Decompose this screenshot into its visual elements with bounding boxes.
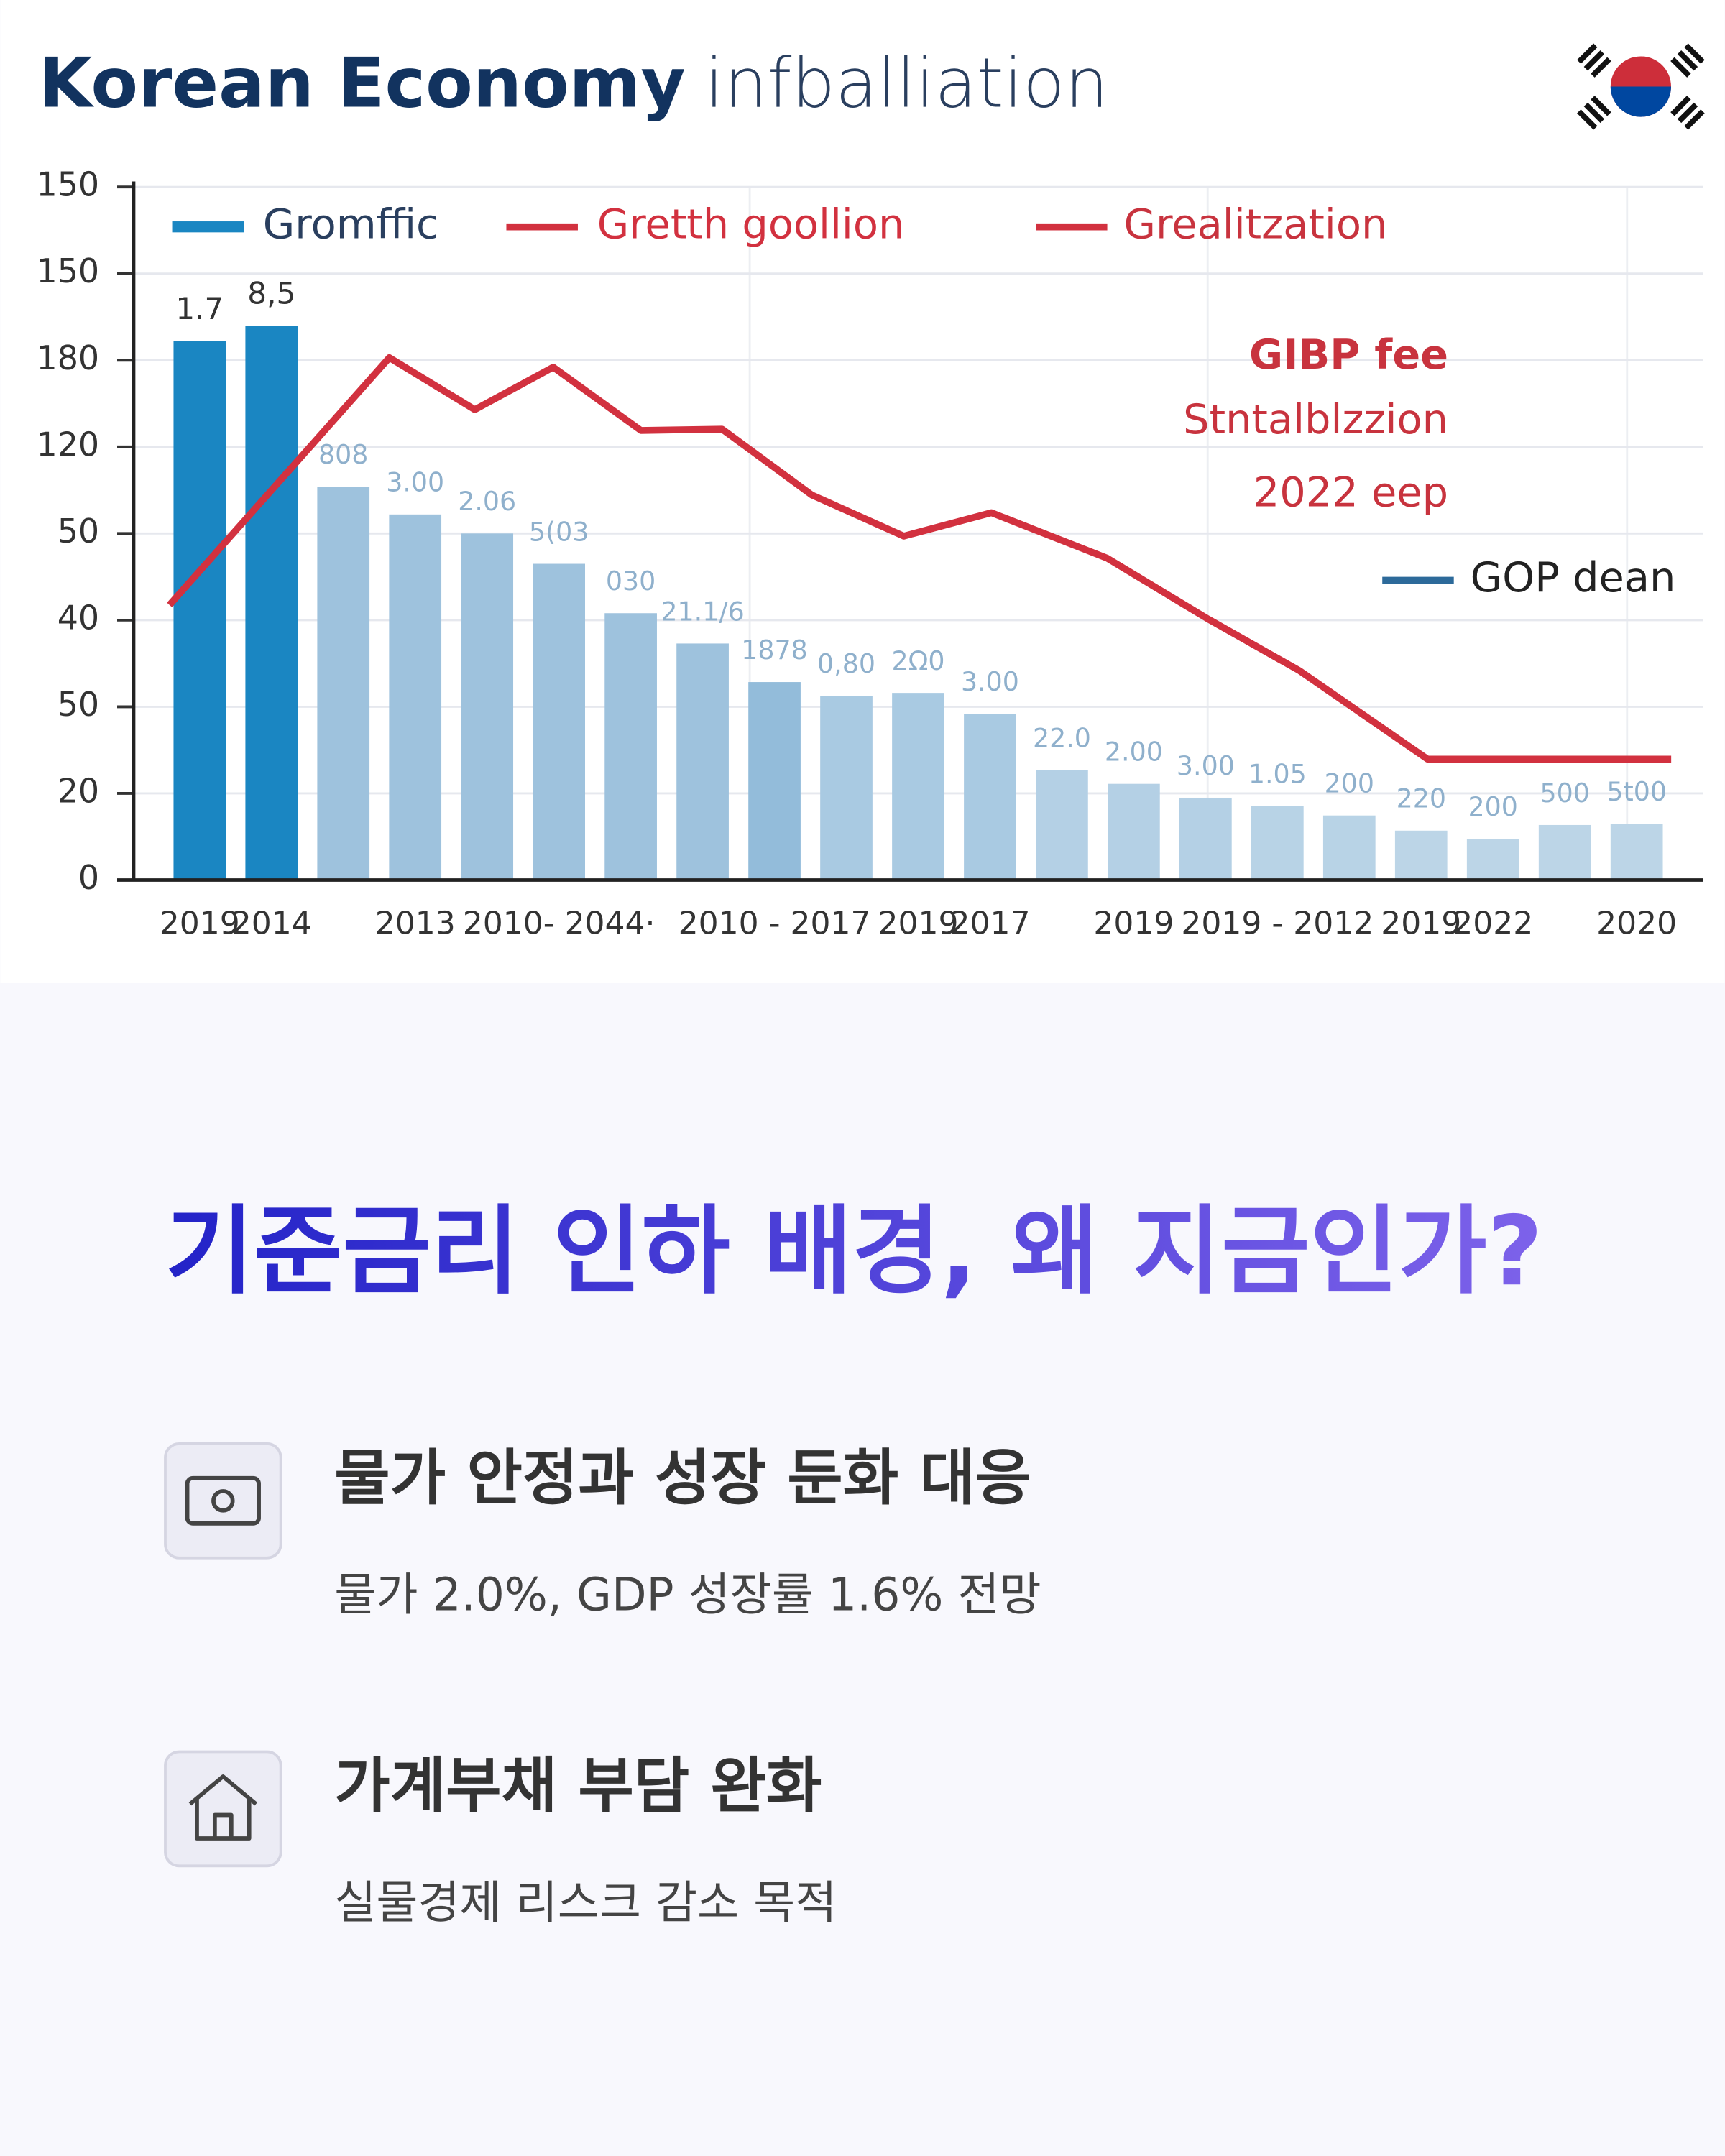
x-tick-label: 2014 [231,906,312,942]
legend-label: Gretth goollion [597,200,905,248]
legend-label: Gromffic [263,200,439,248]
bar [173,341,226,880]
bar [604,613,657,880]
house-icon [164,1750,282,1868]
y-tick-label: 0 [78,858,99,897]
bar-label: 5t00 [1606,776,1667,807]
title-main: Korean Economy [39,43,686,124]
bar [1322,815,1376,880]
bar-label: 0,80 [817,648,875,679]
bar-label: 22.0 [1033,722,1091,753]
bar-label: 3.00 [1177,750,1235,781]
bar [533,563,585,880]
content-background [0,982,1725,2156]
bar [820,696,873,880]
bar [676,643,729,880]
bar [1610,824,1663,880]
y-tick-label: 20 [58,771,99,810]
title-suffix: infballiation [705,43,1109,124]
bar [1108,783,1160,880]
x-tick-label: 2019 [1093,906,1174,942]
section-heading: 기준금리 인하 배경, 왜 지금인가? [165,1195,1543,1307]
x-tick-label: 2019 [160,906,240,942]
bar-label: 5(03 [529,516,589,547]
bar-label: 2.06 [458,486,516,517]
bar [317,487,370,880]
annotation: GIBP fee [1249,331,1448,379]
legend-label: GOP dean [1471,553,1676,602]
bar-label: 8,5 [247,275,295,310]
item-text: 실물경제 리스크 감소 목적 [334,1876,837,1929]
bar-label: 2.00 [1105,737,1163,768]
y-tick-label: 120 [37,425,100,464]
bar [964,714,1016,880]
bar [1466,839,1519,880]
item-title: 물가 안정과 성장 둔화 대응 [334,1442,1031,1513]
bar [1538,824,1591,880]
bar [1251,806,1304,880]
x-tick-label: 2010 - 2017 [678,906,871,942]
bar-label: 1878 [741,635,808,665]
bar-label: 3.00 [961,666,1019,697]
legend-swatch [172,221,244,233]
bar-label: 1.05 [1248,758,1307,789]
bar [1394,830,1448,880]
bar-label: 220 [1397,783,1446,814]
bar-label: 1.7 [175,291,224,326]
item-title: 가계부채 부담 완화 [334,1751,822,1821]
x-tick-label: 2020 [1596,906,1677,942]
chart: 0 20 50 40 50 120 180 150 150 1.7 8,5 808 3.00 2.06 5(… [37,165,1703,942]
x-tick-label: 2010- 2044· [463,906,656,942]
bar-label: 200 [1325,768,1374,799]
bar [892,693,944,880]
bar [245,326,298,880]
y-tick-label: 50 [58,512,99,550]
annotation: Stntalblzzion [1183,395,1448,443]
item-text: 물가 2.0%, GDP 성장률 1.6% 전망 [334,1567,1041,1621]
bar-label: 808 [318,439,368,470]
annotation: 2022 eep [1254,468,1448,516]
x-tick-label: 2019 - 2012 [1181,906,1374,942]
bar [461,533,514,880]
x-tick-label: 2019 [1381,906,1461,942]
legend-label: Grealitzation [1124,200,1388,248]
money-icon [164,1442,282,1560]
x-tick-label: 2019 [878,906,958,942]
flag-icon [1577,43,1705,130]
line [167,354,1672,763]
y-tick-label: 180 [37,338,100,377]
bar-label: 500 [1540,778,1590,808]
y-tick-label: 50 [58,685,99,724]
bar [748,682,801,880]
y-tick-label: 40 [58,598,99,637]
bar-label: 2Ω0 [891,645,944,676]
bar-label: 030 [606,566,656,596]
bar-label: 200 [1468,791,1518,822]
bar-label: 21.1/6 [661,596,744,627]
y-tick-label: 150 [37,165,100,204]
bar-label: 3.00 [386,467,444,498]
x-tick-label: 2022 [1453,906,1533,942]
bar [1036,770,1088,880]
y-tick-label: 150 [37,252,100,290]
bar [1179,797,1232,880]
x-tick-label: 2017 [949,906,1030,942]
x-tick-label: 2013 [375,906,456,942]
bar [389,514,442,880]
chart-title: Korean Economy infballiation [39,43,1108,124]
